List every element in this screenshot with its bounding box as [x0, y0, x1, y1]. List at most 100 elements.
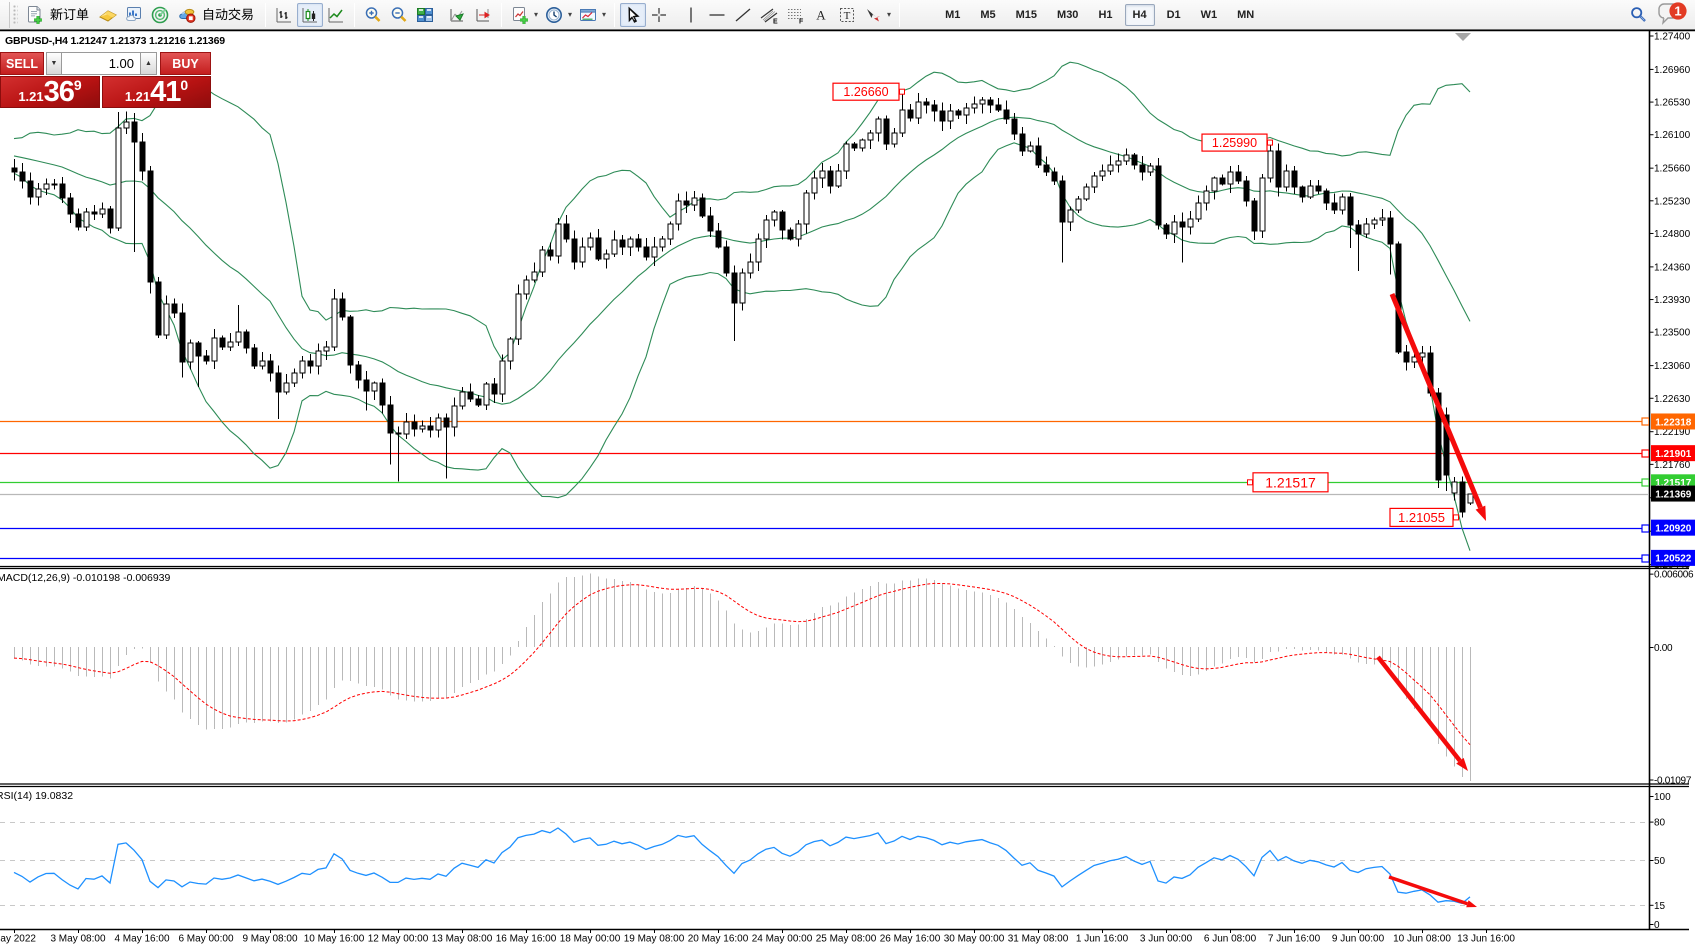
last-bar-marker[interactable] — [1455, 33, 1471, 41]
arrows-tool-button[interactable]: ▾ — [860, 3, 894, 27]
text-tool-button[interactable]: A — [808, 3, 834, 27]
hline-object-1.20522[interactable] — [0, 554, 1650, 563]
indicators-button[interactable]: ▾ — [507, 3, 541, 27]
time-axis[interactable]: May 2022 3 May 08:00 4 May 16:00 6 May 00:0… — [0, 929, 1515, 945]
periods-button[interactable]: ▾ — [541, 3, 575, 27]
text-label-tool-button[interactable]: T — [834, 3, 860, 27]
buy-price-box[interactable]: 1.21 41 0 — [102, 76, 211, 108]
trend-arrow-main[interactable] — [1389, 293, 1486, 521]
toolbar-separator — [614, 2, 616, 27]
navigator-button[interactable] — [147, 3, 173, 27]
price-label-box[interactable] — [832, 82, 900, 101]
candle-body-bull — [611, 239, 618, 255]
tile-windows-button[interactable] — [412, 3, 438, 27]
candle-body-bear — [347, 316, 354, 366]
hline-object-1.21901[interactable] — [0, 449, 1650, 458]
buy-button[interactable]: BUY — [160, 52, 211, 75]
periods-icon — [544, 5, 564, 25]
trend-arrow-shaft[interactable] — [1389, 293, 1483, 509]
candle-body-bear — [1219, 177, 1226, 185]
hline-handle[interactable] — [1641, 478, 1649, 487]
price-label-1.21055[interactable]: 1.21055 — [1389, 507, 1459, 528]
candle-body-bear — [411, 421, 418, 430]
price-label-box[interactable] — [1389, 507, 1454, 528]
line-chart-button[interactable] — [323, 3, 349, 27]
timeframe-m1-button[interactable]: M1 — [937, 4, 968, 26]
timeframe-m5-button[interactable]: M5 — [972, 4, 1003, 26]
price-label-anchor[interactable] — [899, 88, 905, 95]
hline-handle[interactable] — [1641, 554, 1649, 563]
price-tag-1.20522: 1.20522 — [1651, 549, 1695, 566]
candle-body-bear — [931, 104, 938, 112]
price-label-box[interactable] — [1252, 472, 1329, 493]
candle-body-bear — [147, 170, 154, 283]
timeframe-w1-button[interactable]: W1 — [1193, 4, 1226, 26]
candle-body-bear — [827, 170, 834, 187]
hline-object-1.21517[interactable] — [0, 478, 1650, 487]
fibonacci-tool-button[interactable]: F — [782, 3, 808, 27]
candle-body-bull — [915, 101, 922, 119]
price-tick-label: 1.25660 — [1654, 164, 1691, 175]
trendline-tool-button[interactable] — [730, 3, 756, 27]
price-tag-1.21369: 1.21369 — [1651, 485, 1695, 502]
notifications-button[interactable]: 1 — [1651, 1, 1695, 27]
timeframe-m15-button[interactable]: M15 — [1008, 4, 1045, 26]
price-label-anchor[interactable] — [1247, 479, 1253, 486]
hline-object-1.20920[interactable] — [0, 524, 1650, 533]
auto-scroll-button[interactable] — [444, 3, 470, 27]
price-label-1.26660[interactable]: 1.26660 — [832, 82, 905, 101]
price-tick-label: 1.22190 — [1654, 427, 1691, 438]
hline-object-1.22318[interactable] — [0, 417, 1650, 426]
timeframe-d1-button[interactable]: D1 — [1159, 4, 1189, 26]
data-window-button[interactable] — [121, 3, 147, 27]
zoom-out-button[interactable] — [386, 3, 412, 27]
channel-tool-button[interactable]: E — [756, 3, 782, 27]
price-label-1.25990[interactable]: 1.25990 — [1201, 133, 1273, 152]
timeframe-h1-button[interactable]: H1 — [1090, 4, 1120, 26]
price-label-anchor[interactable] — [1267, 139, 1273, 146]
toolbar-grip — [13, 4, 18, 25]
price-tick-label: 1.23500 — [1654, 328, 1691, 339]
trend-arrow-rsi[interactable] — [1388, 875, 1477, 908]
price-label-anchor[interactable] — [1453, 514, 1459, 521]
time-tick-label: 3 May 08:00 — [50, 934, 105, 945]
chart-shift-button[interactable] — [470, 3, 496, 27]
trend-arrow-shaft[interactable] — [1388, 875, 1468, 906]
bar-chart-button[interactable] — [271, 3, 297, 27]
hline-handle[interactable] — [1641, 524, 1649, 533]
price-label-1.21517[interactable]: 1.21517 — [1247, 472, 1329, 493]
cursor-tool-button[interactable] — [620, 2, 647, 27]
templates-button[interactable]: ▾ — [575, 3, 609, 27]
market-watch-button[interactable] — [95, 3, 121, 27]
cjk-text — [50, 8, 89, 20]
timeframe-mn-button[interactable]: MN — [1229, 4, 1262, 26]
vertical-line-tool-button[interactable] — [678, 3, 704, 27]
crosshair-tool-button[interactable] — [646, 3, 672, 27]
volume-decrease-button[interactable]: ▼ — [46, 52, 62, 75]
trend-arrow-macd[interactable] — [1376, 655, 1468, 771]
trend-arrow-shaft[interactable] — [1376, 655, 1462, 763]
volume-input[interactable] — [62, 52, 141, 75]
candle-body-bull — [163, 303, 170, 336]
timeframe-h4-button[interactable]: H4 — [1124, 3, 1155, 26]
horizontal-line-tool-button[interactable] — [704, 3, 730, 27]
new-order-button[interactable] — [21, 3, 95, 27]
sell-button[interactable]: SELL — [0, 52, 44, 75]
price-tick-label: 1.21760 — [1654, 460, 1691, 471]
hline-handle[interactable] — [1641, 449, 1649, 458]
candle-body-bull — [1083, 186, 1090, 200]
autotrading-button[interactable] — [173, 3, 260, 27]
candlestick-chart-button[interactable] — [297, 2, 323, 27]
timeframe-m30-button[interactable]: M30 — [1049, 4, 1086, 26]
candle-body-bull — [539, 249, 546, 273]
sell-price-box[interactable]: 1.21 36 9 — [0, 76, 100, 108]
buy-price-sup: 0 — [180, 77, 189, 93]
zoom-in-button[interactable] — [360, 3, 386, 27]
toolbar-separator — [501, 2, 502, 27]
time-tick-label: 4 May 16:00 — [114, 934, 169, 945]
volume-increase-button[interactable]: ▲ — [141, 52, 157, 75]
hline-handle[interactable] — [1641, 417, 1649, 426]
price-label-box[interactable] — [1201, 133, 1268, 152]
search-button[interactable] — [1625, 3, 1651, 27]
